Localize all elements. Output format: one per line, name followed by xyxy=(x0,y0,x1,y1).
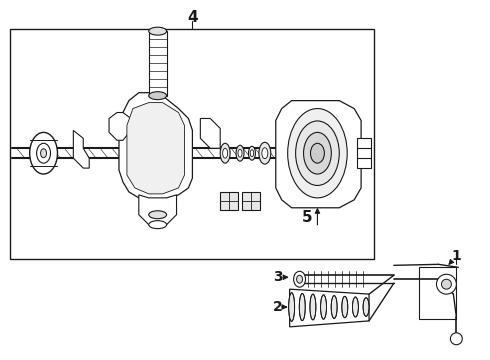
Ellipse shape xyxy=(222,148,228,158)
Polygon shape xyxy=(74,130,89,168)
Ellipse shape xyxy=(296,275,302,283)
Ellipse shape xyxy=(236,145,244,161)
Ellipse shape xyxy=(238,149,242,157)
Ellipse shape xyxy=(250,150,254,157)
Polygon shape xyxy=(127,103,184,194)
Polygon shape xyxy=(290,289,369,327)
Text: 3: 3 xyxy=(273,270,283,284)
Ellipse shape xyxy=(288,109,347,198)
Ellipse shape xyxy=(37,143,50,163)
Ellipse shape xyxy=(310,294,316,320)
Ellipse shape xyxy=(342,296,348,318)
Ellipse shape xyxy=(352,297,358,317)
Ellipse shape xyxy=(149,27,167,35)
Ellipse shape xyxy=(262,148,268,159)
Circle shape xyxy=(450,333,462,345)
Ellipse shape xyxy=(41,149,47,158)
Polygon shape xyxy=(276,100,361,208)
Ellipse shape xyxy=(311,143,324,163)
Ellipse shape xyxy=(299,293,305,321)
Bar xyxy=(357,138,371,168)
Circle shape xyxy=(441,279,451,289)
Text: 2: 2 xyxy=(273,300,283,314)
Bar xyxy=(418,267,456,319)
Text: 5: 5 xyxy=(302,210,313,225)
Ellipse shape xyxy=(320,295,326,319)
Bar xyxy=(10,29,374,260)
Ellipse shape xyxy=(220,143,230,163)
Bar xyxy=(220,192,238,210)
Polygon shape xyxy=(200,118,220,148)
Text: 1: 1 xyxy=(451,249,461,264)
Ellipse shape xyxy=(248,146,255,160)
Ellipse shape xyxy=(30,132,57,174)
Bar xyxy=(242,192,260,210)
Ellipse shape xyxy=(303,132,331,174)
Circle shape xyxy=(437,274,456,294)
Ellipse shape xyxy=(295,121,339,185)
Text: 4: 4 xyxy=(187,10,198,25)
Ellipse shape xyxy=(259,142,271,164)
Polygon shape xyxy=(119,93,193,200)
Polygon shape xyxy=(109,113,131,140)
Ellipse shape xyxy=(149,221,167,229)
Bar xyxy=(149,31,167,96)
Ellipse shape xyxy=(149,92,167,100)
Ellipse shape xyxy=(149,211,167,219)
Ellipse shape xyxy=(363,298,369,316)
Ellipse shape xyxy=(331,296,337,319)
Ellipse shape xyxy=(294,271,306,287)
Ellipse shape xyxy=(289,293,294,321)
Polygon shape xyxy=(139,195,176,225)
